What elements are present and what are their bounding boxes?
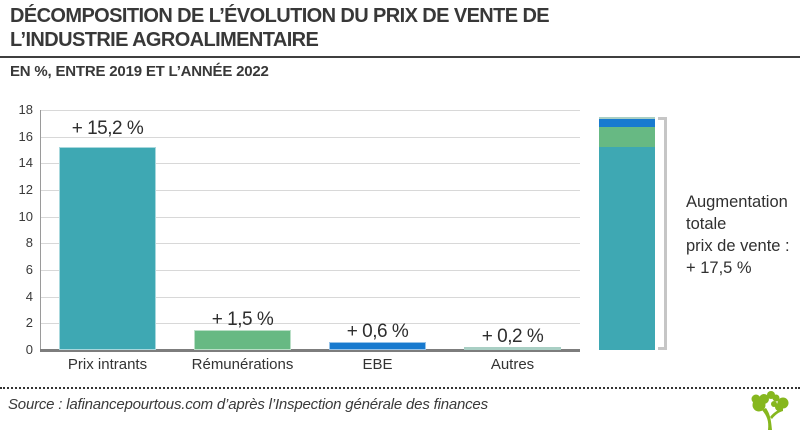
- lafinancepourtous-tree-icon: [751, 391, 789, 430]
- bar-value-label: + 0,2 %: [481, 326, 544, 347]
- source-text: Source : lafinancepourtous.com d’après l…: [8, 396, 488, 413]
- stacked-segment-Autres: [599, 117, 655, 119]
- y-tick-label: 18: [18, 102, 33, 117]
- total-bracket: [658, 117, 667, 350]
- gridline: [40, 163, 580, 164]
- gridline: [40, 297, 580, 298]
- page-title: DÉCOMPOSITION DE L’ÉVOLUTION DU PRIX DE …: [10, 5, 550, 51]
- gridline: [40, 137, 580, 138]
- gridline: [40, 323, 580, 324]
- y-tick-label: 10: [18, 209, 33, 224]
- gridline: [40, 270, 580, 271]
- bar-Autres: [464, 347, 561, 350]
- x-category-label: Autres: [490, 356, 535, 373]
- y-tick-label: 8: [25, 235, 33, 250]
- bar-value-label: + 0,6 %: [346, 321, 409, 342]
- bar-value-label: + 15,2 %: [71, 118, 144, 139]
- y-tick-label: 14: [18, 155, 33, 170]
- page-subtitle: EN %, ENTRE 2019 ET L’ANNÉE 2022: [10, 63, 269, 80]
- x-category-label: Rémunérations: [191, 356, 294, 373]
- total-annotation: Augmentation totale prix de vente : + 17…: [686, 193, 790, 277]
- bar-value-label: + 1,5 %: [211, 309, 274, 330]
- bar-EBE: [329, 342, 426, 350]
- x-category-label: EBE: [362, 356, 393, 373]
- bar-Rémunérations: [194, 330, 291, 350]
- y-tick-label: 12: [18, 182, 33, 197]
- bar-Prix intrants: [59, 147, 156, 350]
- y-tick-label: 2: [25, 315, 33, 330]
- stacked-segment-EBE: [599, 119, 655, 127]
- y-axis-line: [40, 110, 41, 350]
- gridline: [40, 217, 580, 218]
- y-tick-label: 4: [25, 289, 33, 304]
- y-tick-label: 6: [25, 262, 33, 277]
- title-divider: [0, 56, 800, 58]
- y-tick-label: 0: [25, 342, 33, 357]
- y-tick-label: 16: [18, 129, 33, 144]
- stacked-segment-Rémunérations: [599, 127, 655, 147]
- gridline: [40, 243, 580, 244]
- stacked-segment-Prix intrants: [599, 147, 655, 350]
- gridline: [40, 110, 580, 111]
- x-axis-line: [40, 349, 580, 352]
- footer-divider: [0, 387, 800, 389]
- gridline: [40, 190, 580, 191]
- x-category-label: Prix intrants: [67, 356, 148, 373]
